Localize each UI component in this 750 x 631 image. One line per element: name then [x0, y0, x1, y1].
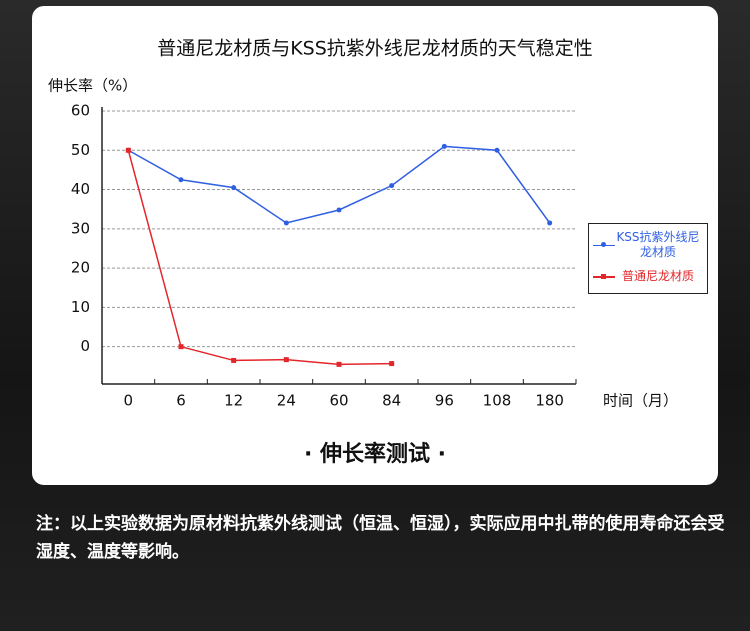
point	[231, 357, 237, 363]
y-tick-label: 60	[71, 102, 90, 120]
point	[389, 361, 395, 367]
x-tick-label: 96	[435, 392, 454, 410]
chart-title: 普通尼龙材质与KSS抗紫外线尼龙材质的天气稳定性	[157, 38, 593, 60]
point	[178, 344, 184, 350]
legend-label: KSS抗紫外线尼龙材质	[616, 230, 700, 259]
point	[125, 147, 131, 153]
point	[283, 220, 289, 226]
y-tick-label: 0	[80, 337, 90, 355]
point	[494, 147, 500, 153]
point	[389, 183, 395, 189]
series-line	[127, 150, 392, 366]
y-tick-label: 10	[71, 298, 90, 316]
point	[178, 177, 184, 183]
x-tick-label: 108	[483, 392, 512, 410]
y-axis-label: 伸长率（%）	[48, 77, 137, 95]
y-tick-label: 20	[71, 259, 90, 277]
y-tick-label: 40	[71, 180, 90, 198]
x-tick-label: 24	[277, 392, 296, 410]
x-tick-label: 12	[224, 392, 243, 410]
point	[336, 207, 342, 213]
legend-item: KSS抗紫外线尼龙材质	[593, 230, 701, 260]
x-tick-label: 60	[329, 392, 348, 410]
legend-swatch	[593, 272, 615, 282]
x-tick-label: 6	[176, 392, 186, 410]
legend-item: 普通尼龙材质	[593, 269, 701, 284]
legend-swatch	[593, 240, 615, 250]
legend-label: 普通尼龙材质	[621, 269, 694, 283]
note: 注：以上实验数据为原材料抗紫外线测试（恒温、恒湿），实际应用中扎带的使用寿命还会…	[36, 514, 725, 562]
y-tick-label: 30	[71, 219, 90, 237]
point	[231, 185, 237, 191]
y-tick-label: 50	[71, 141, 90, 159]
point	[336, 361, 342, 367]
x-tick-label: 0	[124, 392, 134, 410]
x-axis-label: 时间（月）	[603, 392, 678, 410]
point	[547, 220, 553, 226]
caption: · 伸长率测试 ·	[304, 441, 446, 467]
point	[283, 357, 289, 363]
legend: KSS抗紫外线尼龙材质普通尼龙材质	[588, 223, 708, 294]
x-tick-label: 180	[535, 392, 564, 410]
x-tick-label: 84	[382, 392, 401, 410]
point	[441, 143, 447, 149]
